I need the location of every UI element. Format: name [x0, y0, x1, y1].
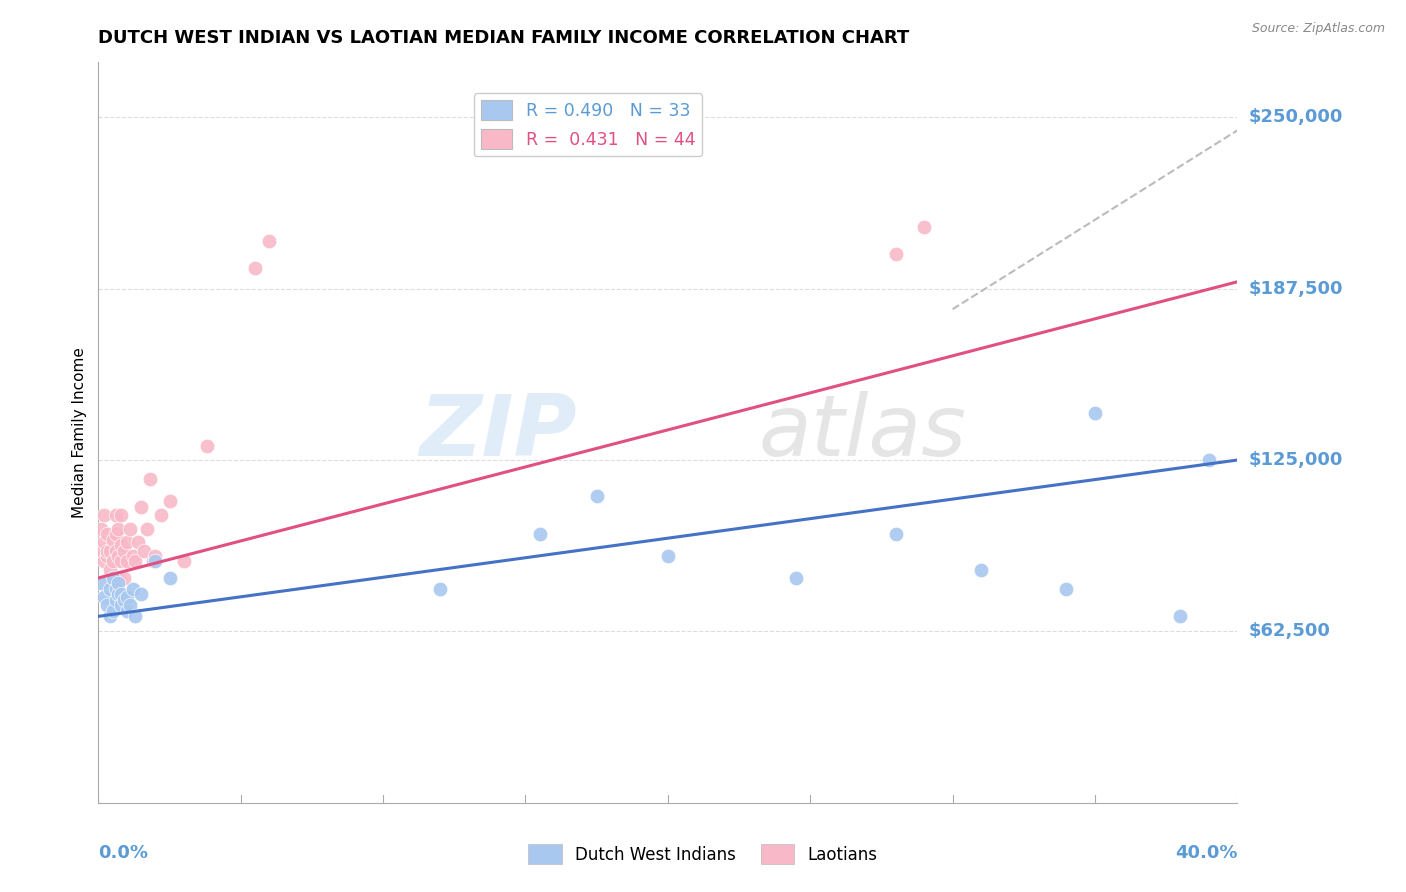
Point: [145, 549, 167, 563]
Point: [1084, 406, 1107, 420]
Point: [96, 549, 118, 563]
Point: [107, 587, 129, 601]
Point: [115, 554, 138, 568]
Point: [98, 609, 121, 624]
Point: [127, 535, 149, 549]
Text: $125,000: $125,000: [1249, 451, 1343, 469]
Point: [159, 494, 181, 508]
Point: [112, 543, 135, 558]
Point: [785, 571, 807, 585]
Point: [585, 489, 607, 503]
Point: [107, 522, 129, 536]
Text: DUTCH WEST INDIAN VS LAOTIAN MEDIAN FAMILY INCOME CORRELATION CHART: DUTCH WEST INDIAN VS LAOTIAN MEDIAN FAMI…: [98, 29, 910, 47]
Point: [104, 527, 127, 541]
Text: $62,500: $62,500: [1249, 623, 1330, 640]
Point: [98, 543, 121, 558]
Point: [243, 261, 266, 276]
Point: [101, 604, 124, 618]
Text: $250,000: $250,000: [1249, 108, 1343, 127]
Point: [145, 554, 167, 568]
Text: 0.0%: 0.0%: [98, 845, 149, 863]
Point: [138, 472, 160, 486]
Point: [115, 535, 138, 549]
Point: [96, 543, 118, 558]
Point: [110, 538, 132, 552]
Point: [912, 219, 935, 234]
Point: [112, 593, 135, 607]
Point: [110, 508, 132, 522]
Point: [90, 576, 112, 591]
Point: [121, 582, 143, 596]
Point: [93, 508, 115, 522]
Point: [93, 535, 115, 549]
Point: [129, 500, 152, 514]
Point: [1056, 582, 1078, 596]
Text: $187,500: $187,500: [1249, 280, 1343, 298]
Point: [884, 247, 907, 261]
Point: [101, 571, 124, 585]
Y-axis label: Median Family Income: Median Family Income: [72, 347, 87, 518]
Point: [884, 527, 907, 541]
Point: [1170, 609, 1192, 624]
Text: Source: ZipAtlas.com: Source: ZipAtlas.com: [1251, 22, 1385, 36]
Text: atlas: atlas: [759, 391, 967, 475]
Point: [135, 522, 157, 536]
Point: [129, 587, 152, 601]
Point: [90, 522, 112, 536]
Legend: R = 0.490   N = 33, R =  0.431   N = 44: R = 0.490 N = 33, R = 0.431 N = 44: [474, 94, 703, 156]
Point: [124, 609, 146, 624]
Point: [93, 590, 115, 604]
Point: [90, 543, 112, 558]
Point: [141, 554, 163, 568]
Point: [98, 563, 121, 577]
Point: [107, 576, 129, 591]
Point: [529, 527, 551, 541]
Point: [124, 554, 146, 568]
Text: 40.0%: 40.0%: [1175, 845, 1237, 863]
Point: [259, 234, 281, 248]
Point: [104, 582, 127, 596]
Point: [107, 571, 129, 585]
Point: [132, 543, 155, 558]
Point: [112, 571, 135, 585]
Point: [110, 587, 132, 601]
Point: [121, 549, 143, 563]
Point: [150, 508, 173, 522]
Point: [93, 554, 115, 568]
Point: [101, 576, 124, 591]
Point: [107, 549, 129, 563]
Point: [96, 527, 118, 541]
Point: [195, 439, 218, 453]
Point: [115, 604, 138, 618]
Point: [98, 582, 121, 596]
Point: [104, 543, 127, 558]
Text: ZIP: ZIP: [419, 391, 576, 475]
Point: [104, 508, 127, 522]
Point: [101, 533, 124, 547]
Point: [159, 571, 181, 585]
Point: [118, 599, 141, 613]
Point: [110, 599, 132, 613]
Point: [1198, 453, 1220, 467]
Point: [173, 554, 195, 568]
Point: [118, 522, 141, 536]
Point: [96, 599, 118, 613]
Point: [110, 554, 132, 568]
Legend: Dutch West Indians, Laotians: Dutch West Indians, Laotians: [522, 838, 884, 871]
Point: [101, 554, 124, 568]
Point: [657, 549, 679, 563]
Point: [104, 593, 127, 607]
Point: [429, 582, 451, 596]
Point: [115, 590, 138, 604]
Point: [970, 563, 993, 577]
